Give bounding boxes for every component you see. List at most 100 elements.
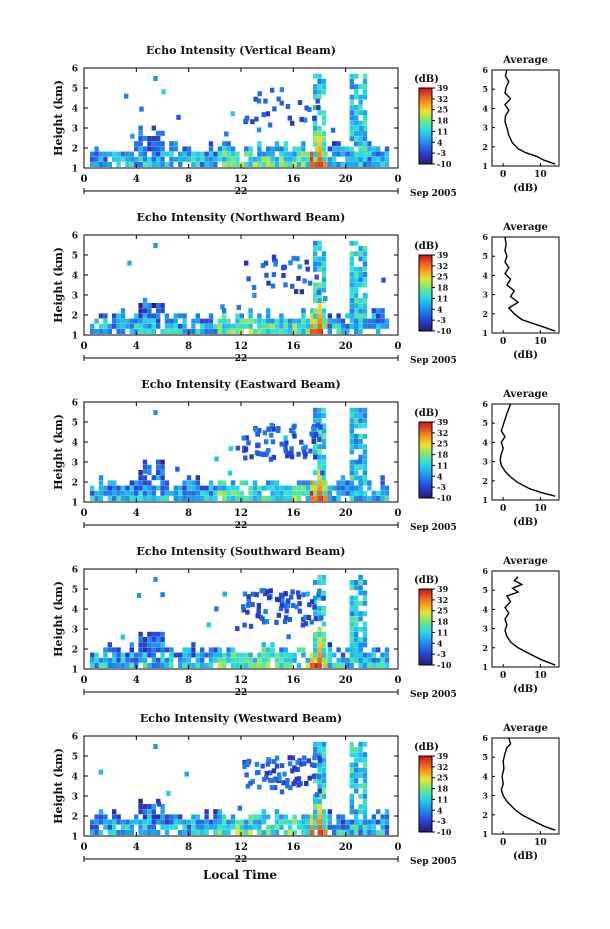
heatmap-cell [195,475,200,481]
colorbar-segment [419,97,432,100]
heatmap-cell [90,151,95,157]
heatmap-cell [125,162,130,167]
heatmap-cell [107,151,112,157]
heatmap-cell [336,480,341,486]
heatmap-cell [327,657,332,663]
heatmap-cell [380,652,385,658]
heatmap-cell [142,151,148,157]
heatmap-cell [173,819,178,825]
heatmap-cell [313,642,318,648]
heatmap-cell [317,757,323,763]
heatmap-cell [327,485,332,491]
panel-5: Echo Intensity (Westward Beam)Height (km… [52,712,560,867]
heatmap-cell [283,652,288,658]
heatmap-cell [107,323,112,329]
heatmap-cell [138,798,143,804]
heatmap-cell [292,496,297,501]
heatmap-cell [362,313,368,319]
heatmap-cell [120,657,126,663]
profile-y-tick-label: 4 [482,771,488,781]
heatmap-cell [313,814,318,820]
heatmap-cell [226,141,231,147]
heatmap-cell [245,760,250,766]
heatmap-cell [147,313,152,319]
colorbar-segment [419,830,432,833]
heatmap-cell [112,652,117,658]
heatmap-cell [358,272,363,277]
heatmap-cell [217,329,222,334]
heatmap-cell [327,318,332,324]
colorbar-segment [419,613,432,616]
heatmap-cell [313,632,318,637]
heatmap-cell [349,251,354,257]
heatmap-cell [129,496,134,501]
heatmap-cell [147,637,152,642]
heatmap-cell [354,433,359,439]
heatmap-cell [222,814,227,820]
heatmap-cell [297,608,303,614]
heatmap-cell [349,136,354,142]
heatmap-cell [120,313,126,319]
colorbar-segment [419,281,432,284]
heatmap-cell [349,606,354,611]
heatmap-cell [301,485,306,491]
heatmap-cell [332,485,337,491]
heatmap-cell [217,146,222,152]
heatmap-cell [191,162,196,167]
heatmap-cell [226,318,231,324]
heatmap-cell [362,819,368,825]
colorbar-segment [419,780,432,783]
heatmap-cell [296,490,302,496]
heatmap-cell [103,490,108,496]
profile-x-tick-label: 0 [500,337,506,347]
heatmap-cell [164,490,170,496]
colorbar-segment [419,590,432,594]
heatmap-cell [151,313,156,319]
heatmap-cell [151,819,156,825]
heatmap-cell [116,490,121,496]
heatmap-cell [340,663,346,668]
heatmap-cell [340,824,346,830]
heatmap-cell [222,308,227,314]
colorbar-segment [419,88,432,91]
heatmap-cell [235,652,240,658]
heatmap-cell [358,825,363,830]
heatmap-cell [376,647,381,653]
colorbar-segment [419,110,432,114]
heatmap-cell [296,824,302,830]
heatmap-cell [349,491,354,496]
heatmap-cell [147,814,152,820]
heatmap-cell [321,647,327,653]
heatmap-cell [313,266,318,272]
heatmap-cell [354,277,359,283]
colorbar-segment [419,769,432,772]
y-axis-label: Height (km) [52,414,65,490]
colorbar-segment [419,143,432,146]
heatmap-cell [358,830,363,835]
heatmap-cell [182,318,187,324]
colorbar-segment [419,661,432,664]
heatmap-cell [313,454,318,460]
heatmap-cell [208,323,214,329]
profile-y-tick-label: 4 [482,437,488,447]
heatmap-cell [151,303,156,308]
heatmap-cell [292,657,297,663]
heatmap-cell [156,798,161,804]
heatmap-cell [147,819,152,825]
heatmap-cell [134,323,139,329]
heatmap-cell [290,589,295,595]
heatmap-cell [349,444,354,450]
heatmap-cell [279,329,284,334]
y-tick-label: 2 [72,646,78,656]
colorbar-segment [419,89,432,93]
heatmap-cell [160,642,165,648]
heatmap-cell [301,313,306,319]
heatmap-cell [116,663,121,668]
colorbar-segment [419,469,432,472]
heatmap-cell [250,591,255,597]
heatmap-cell [327,313,332,319]
colorbar-frame [418,87,433,165]
heatmap-cell [321,277,327,283]
heatmap-cell [94,156,99,162]
heatmap-cell [147,804,152,809]
